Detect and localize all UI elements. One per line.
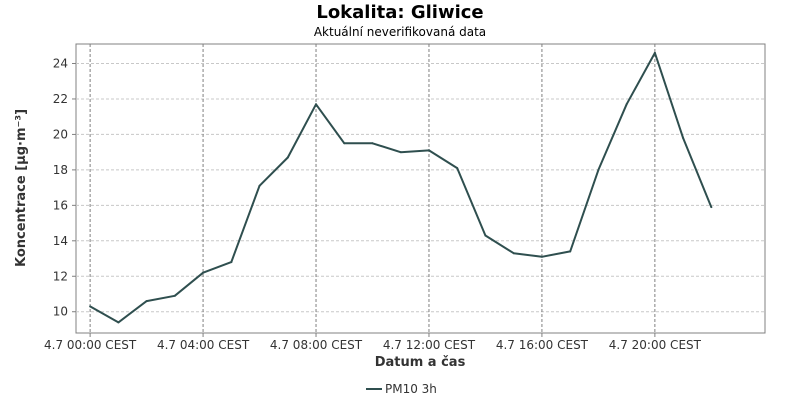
y-tick-label: 14 <box>53 234 68 248</box>
x-axis-label: Datum a čas <box>375 355 466 370</box>
data-point <box>202 271 205 274</box>
data-point <box>625 103 628 106</box>
x-tick-label: 4.7 12:00 CEST <box>383 338 476 352</box>
data-point <box>230 261 233 264</box>
data-point <box>710 206 713 209</box>
y-tick-label: 18 <box>53 163 68 177</box>
x-tick-label: 4.7 04:00 CEST <box>157 338 250 352</box>
data-point <box>540 255 543 258</box>
legend: PM10 3h <box>366 382 437 396</box>
data-point <box>512 252 515 255</box>
data-point <box>597 168 600 171</box>
y-tick-label: 20 <box>53 127 68 141</box>
data-point <box>315 103 318 106</box>
grid-layer <box>76 44 765 333</box>
data-point <box>286 156 289 159</box>
data-point <box>258 184 261 187</box>
y-axis-ticks: 10 12 14 16 18 20 22 24 <box>53 57 76 319</box>
series-layer <box>89 51 713 324</box>
data-point <box>117 321 120 324</box>
x-tick-label: 4.7 20:00 CEST <box>609 338 702 352</box>
x-tick-label: 4.7 16:00 CEST <box>496 338 589 352</box>
data-point <box>89 305 92 308</box>
chart-subtitle: Aktuální neverifikovaná data <box>314 25 486 39</box>
data-point <box>569 250 572 253</box>
y-tick-label: 22 <box>53 92 68 106</box>
data-point <box>343 142 346 145</box>
plot-area <box>75 43 766 334</box>
y-tick-label: 24 <box>53 57 68 71</box>
data-point <box>456 167 459 170</box>
y-axis-label: Koncentrace [µg·m⁻³] <box>14 109 29 267</box>
chart-title: Lokalita: Gliwice <box>316 2 483 23</box>
y-tick-label: 12 <box>53 269 68 283</box>
data-point <box>145 300 148 303</box>
x-tick-label: 4.7 00:00 CEST <box>44 338 137 352</box>
data-point <box>653 51 656 54</box>
data-point <box>371 142 374 145</box>
data-point <box>682 136 685 139</box>
data-point <box>484 234 487 237</box>
x-tick-label: 4.7 08:00 CEST <box>270 338 363 352</box>
y-tick-label: 16 <box>53 198 68 212</box>
data-point <box>399 151 402 154</box>
legend-label: PM10 3h <box>385 382 437 396</box>
data-point <box>173 294 176 297</box>
y-tick-label: 10 <box>53 305 68 319</box>
data-point <box>427 149 430 152</box>
x-axis-ticks: 4.7 00:00 CEST 4.7 04:00 CEST 4.7 08:00 CE… <box>44 333 702 352</box>
